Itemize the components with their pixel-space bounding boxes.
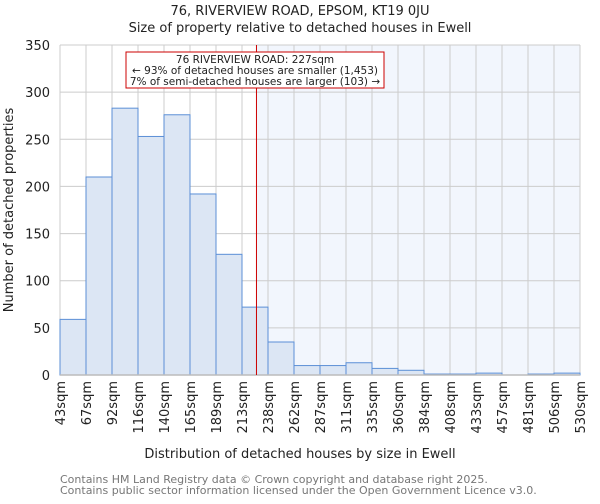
annotation-line: 76 RIVERVIEW ROAD: 227sqm [176, 54, 334, 66]
histogram-bar [293, 365, 321, 376]
chart-title: 76, RIVERVIEW ROAD, EPSOM, KT19 0JU [170, 4, 429, 19]
x-tick-label: 140sqm [158, 381, 173, 434]
footer-line-1: Contains HM Land Registry data © Crown c… [60, 473, 488, 486]
chart-subtitle: Size of property relative to detached ho… [129, 21, 472, 36]
x-tick-label: 67sqm [80, 381, 95, 425]
x-tick-label: 116sqm [132, 381, 147, 434]
y-tick-label: 0 [42, 369, 50, 384]
y-tick-label: 250 [25, 133, 50, 148]
y-tick-label: 350 [25, 39, 50, 54]
histogram-bar [371, 367, 399, 376]
x-tick-label: 433sqm [470, 381, 485, 434]
x-tick-label: 506sqm [548, 381, 563, 434]
histogram-bar [267, 341, 295, 376]
x-tick-label: 238sqm [262, 381, 277, 434]
y-tick-label: 100 [25, 275, 50, 290]
x-tick-label: 481sqm [522, 381, 537, 434]
y-tick-label: 300 [25, 86, 50, 101]
x-tick-label: 384sqm [418, 381, 433, 434]
annotation-line: ← 93% of detached houses are smaller (1,… [132, 65, 378, 77]
annotation-line: 7% of semi-detached houses are larger (1… [130, 76, 381, 88]
x-tick-label: 530sqm [574, 381, 589, 434]
histogram-bar [85, 176, 113, 376]
x-tick-label: 189sqm [210, 381, 225, 434]
histogram-bar [241, 306, 269, 376]
y-axis-label: Number of detached properties [2, 108, 17, 313]
x-tick-label: 165sqm [184, 381, 199, 434]
histogram-bar [111, 107, 139, 376]
footer-line-2: Contains public sector information licen… [60, 484, 537, 497]
histogram-bar [163, 114, 191, 376]
x-tick-label: 262sqm [288, 381, 303, 434]
y-tick-label: 50 [33, 322, 50, 337]
histogram-bar [137, 135, 165, 376]
x-tick-label: 43sqm [54, 381, 69, 425]
highlight-region [256, 45, 580, 375]
x-tick-label: 311sqm [340, 381, 355, 434]
y-tick-label: 200 [25, 180, 50, 195]
x-tick-label: 287sqm [314, 381, 329, 434]
annotation-box [125, 51, 385, 89]
histogram-bar [319, 365, 347, 376]
x-tick-label: 408sqm [444, 381, 459, 434]
histogram-bar [59, 318, 87, 376]
x-tick-label: 360sqm [392, 381, 407, 434]
x-tick-label: 92sqm [106, 381, 121, 425]
histogram-bar [189, 193, 217, 376]
histogram-bar [345, 362, 373, 376]
x-axis-label: Distribution of detached houses by size … [144, 447, 455, 462]
x-tick-label: 213sqm [236, 381, 251, 434]
x-tick-label: 457sqm [496, 381, 511, 434]
x-tick-label: 335sqm [366, 381, 381, 434]
histogram-bar [215, 253, 243, 376]
y-tick-label: 150 [25, 228, 50, 243]
